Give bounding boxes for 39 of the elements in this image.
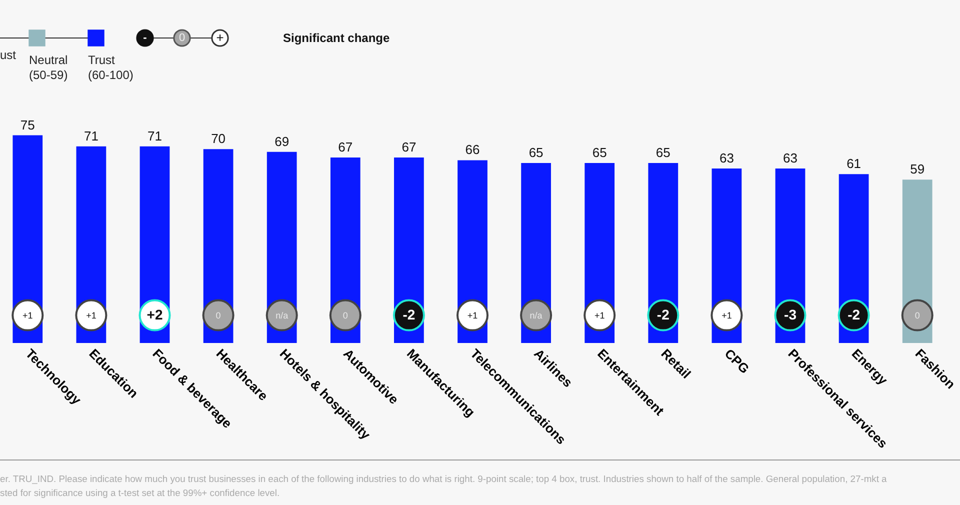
data-label: 71 [84, 128, 98, 144]
annotation: +1 [594, 310, 605, 320]
annotation: n/a [276, 310, 288, 320]
data-label: 75 [20, 117, 35, 132]
annotation: 0 [216, 310, 221, 320]
annotation: 0 [342, 310, 348, 320]
legend-label: Neutral (50-59) [29, 53, 68, 82]
data-label: 67 [402, 139, 416, 154]
data-label: 65 [528, 145, 544, 160]
annotation: -2 [848, 306, 860, 322]
annotation: 0 [914, 310, 920, 320]
annotation: +1 [86, 310, 96, 320]
text: - [143, 32, 148, 44]
text: sted for significance using a t-test set at the 99%+ confidence level. [0, 487, 280, 498]
annotation: -2 [402, 306, 416, 322]
data-label: 66 [465, 142, 480, 158]
annotation: +1 [722, 310, 732, 320]
text: ust [0, 48, 17, 62]
data-label: 69 [274, 134, 290, 149]
data-label: 67 [338, 139, 353, 154]
annotation: +2 [146, 306, 163, 322]
text: er. TRU_IND. Please indicate how much you trust businesses in each of the following industries to do what is right. 9-point scale; top 4 box, trust. Industries shown to half of the sample. General population, 27-mkt a [0, 473, 888, 484]
text: + [216, 30, 224, 45]
annotation: -3 [784, 306, 797, 322]
data-label: 65 [656, 145, 670, 160]
annotation: n/a [530, 310, 542, 320]
annotation: +1 [467, 310, 478, 320]
text: 0 [178, 32, 186, 44]
data-label: 63 [783, 150, 798, 166]
data-label: 59 [910, 162, 925, 177]
data-label: 65 [592, 145, 607, 160]
annotation: +1 [22, 310, 33, 320]
legend-label: Trust (60-100) [88, 53, 134, 82]
data-label: 63 [719, 150, 734, 166]
data-label: 71 [148, 128, 162, 144]
text: Significant change [283, 31, 390, 45]
data-label: 70 [211, 131, 226, 146]
annotation: -2 [656, 306, 670, 322]
data-label: 61 [846, 156, 862, 172]
